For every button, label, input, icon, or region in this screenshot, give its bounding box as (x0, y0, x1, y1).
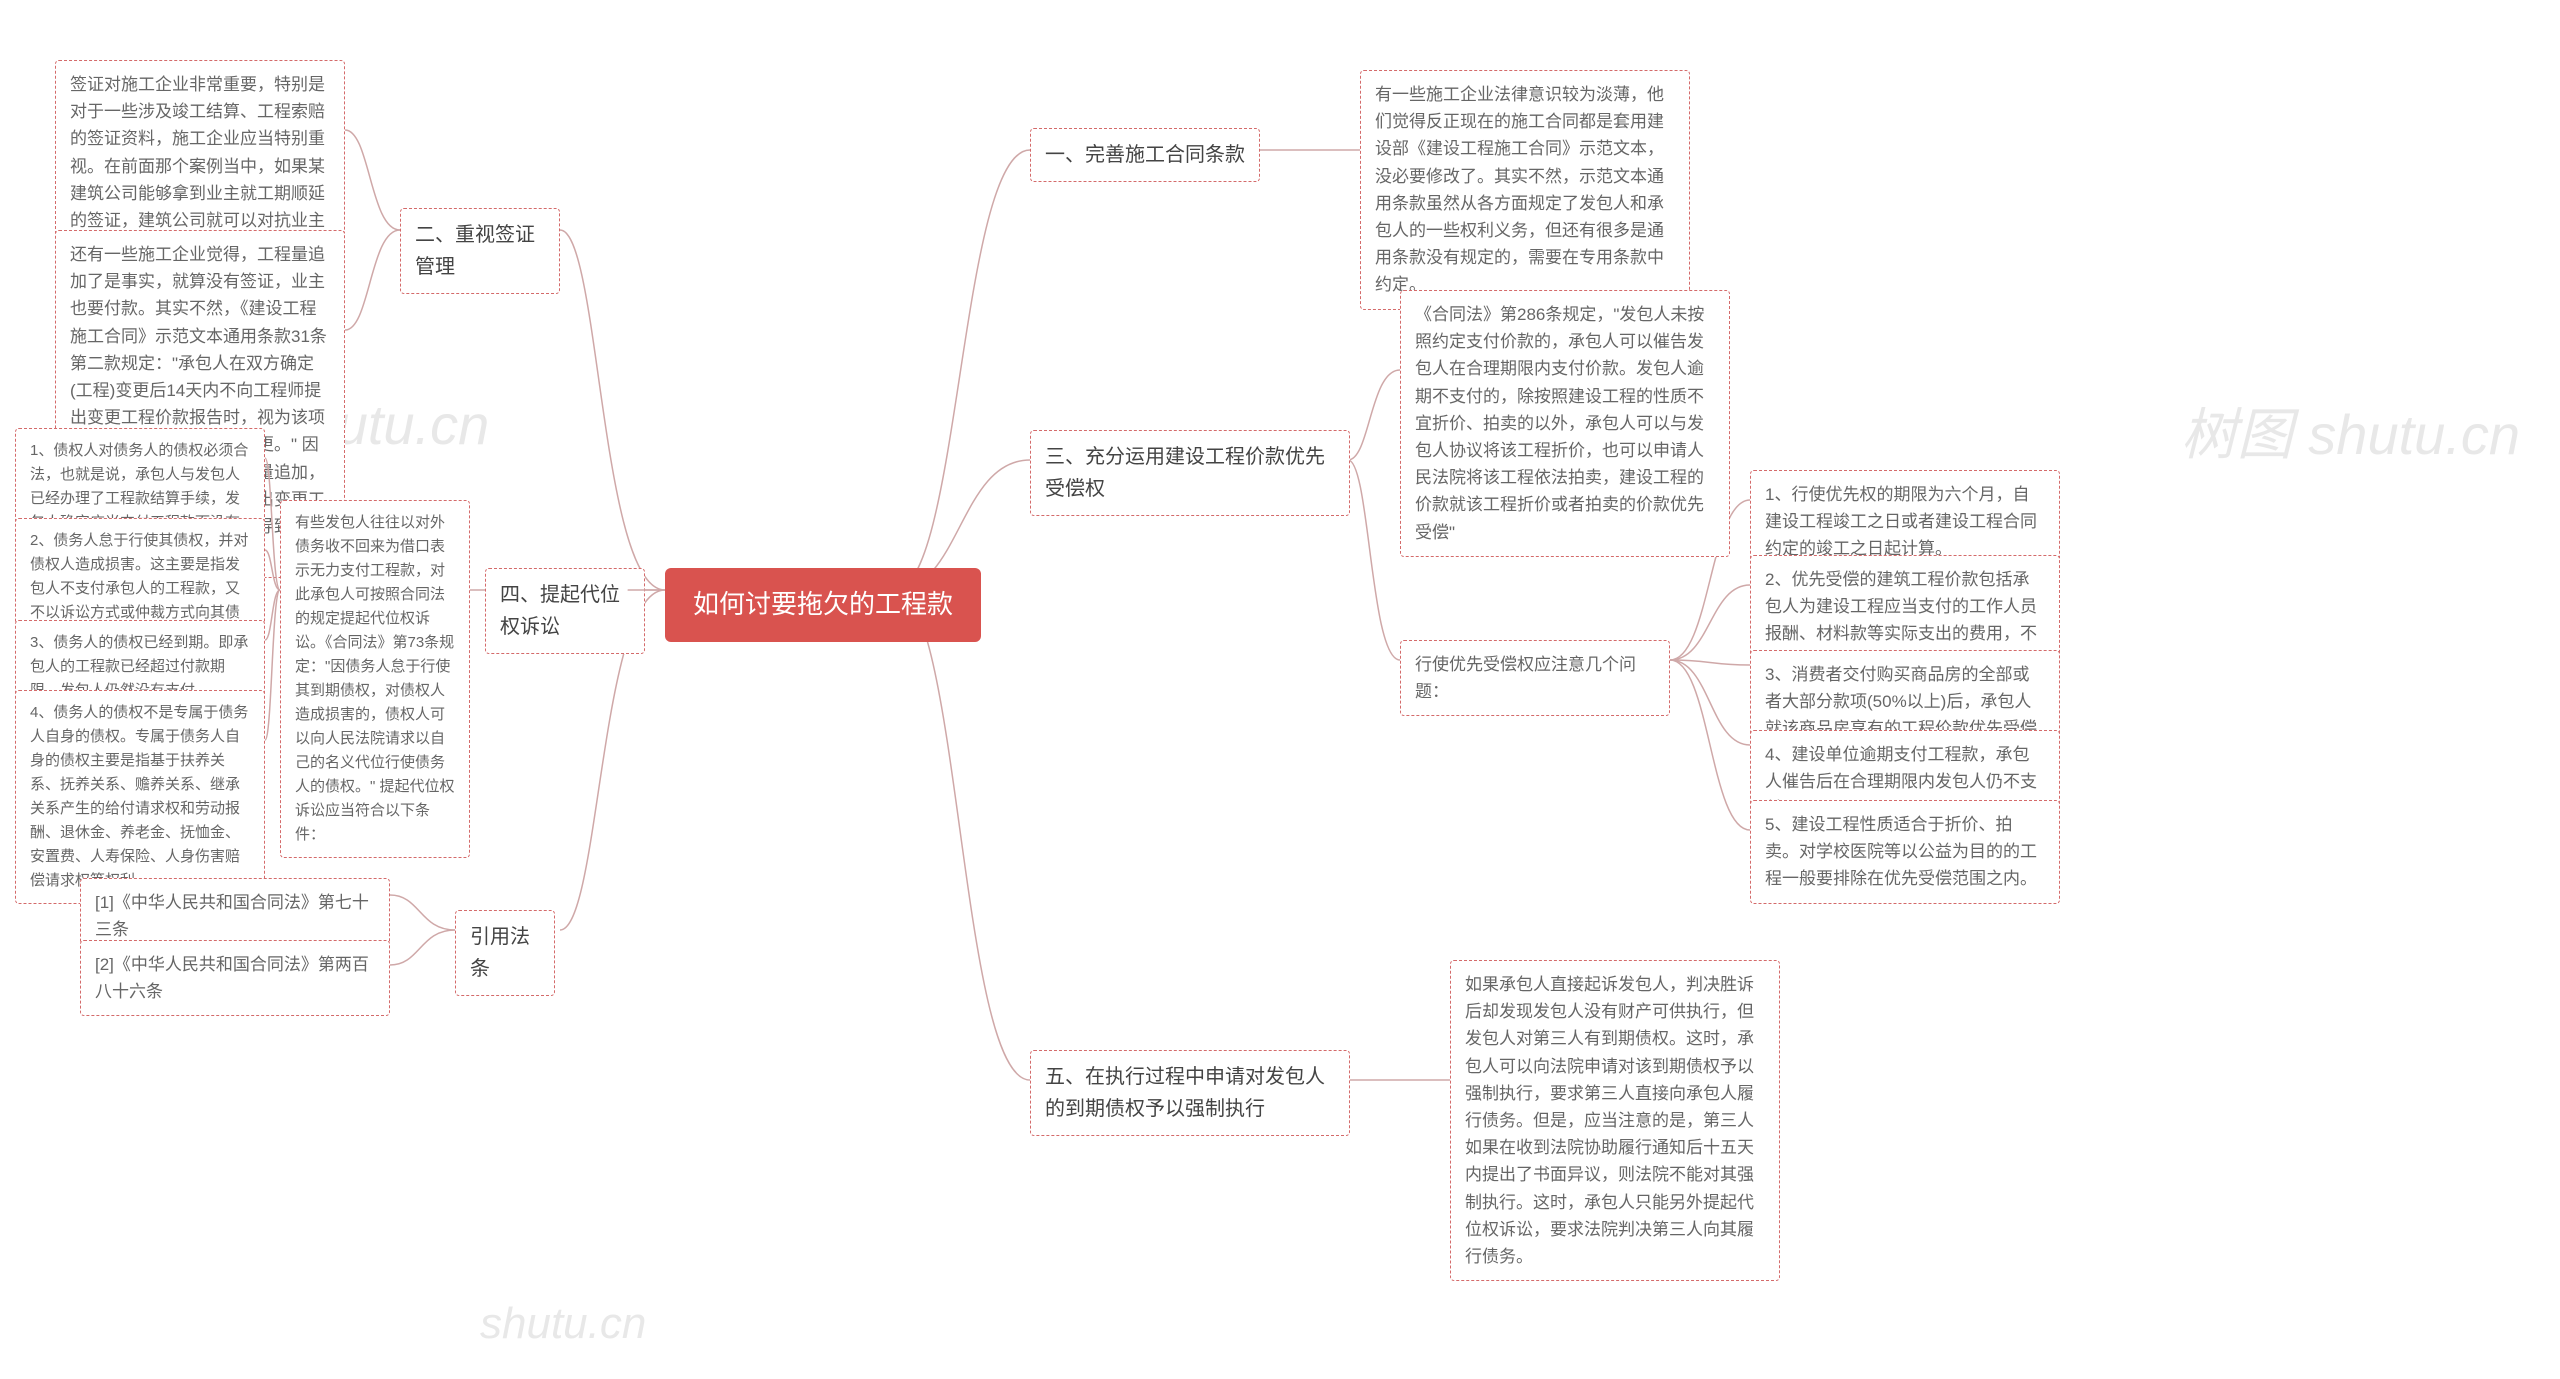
branch-r1-detail: 有一些施工企业法律意识较为淡薄，他们觉得反正现在的施工合同都是套用建设部《建设工… (1360, 70, 1690, 310)
branch-r3-sub-title: 行使优先受偿权应注意几个问题： (1400, 640, 1670, 716)
branch-l4-item-4: 4、债务人的债权不是专属于债务人自身的债权。专属于债务人自身的债权主要是指基于扶… (15, 690, 265, 904)
branch-r5-detail: 如果承包人直接起诉发包人，判决胜诉后却发现发包人没有财产可供执行，但发包人对第三… (1450, 960, 1780, 1281)
branch-l4-title: 四、提起代位权诉讼 (485, 568, 645, 654)
branch-r1-title: 一、完善施工合同条款 (1030, 128, 1260, 182)
branch-r3-detail: 《合同法》第286条规定，"发包人未按照约定支付价款的，承包人可以催告发包人在合… (1400, 290, 1730, 557)
branch-r3-title: 三、充分运用建设工程价款优先受偿权 (1030, 430, 1350, 516)
mindmap-canvas: 如何讨要拖欠的工程款 一、完善施工合同条款 有一些施工企业法律意识较为淡薄，他们… (0, 0, 2560, 1379)
branch-r5-title: 五、在执行过程中申请对发包人的到期债权予以强制执行 (1030, 1050, 1350, 1136)
branch-l2-title: 二、重视签证管理 (400, 208, 560, 294)
branch-l4-detail: 有些发包人往往以对外债务收不回来为借口表示无力支付工程款，对此承包人可按照合同法… (280, 500, 470, 858)
branch-refs-title: 引用法条 (455, 910, 555, 996)
branch-refs-item-2: [2]《中华人民共和国合同法》第两百八十六条 (80, 940, 390, 1016)
branch-r3-sub-item-5: 5、建设工程性质适合于折价、拍卖。对学校医院等以公益为目的的工程一般要排除在优先… (1750, 800, 2060, 904)
center-node: 如何讨要拖欠的工程款 (665, 568, 981, 642)
